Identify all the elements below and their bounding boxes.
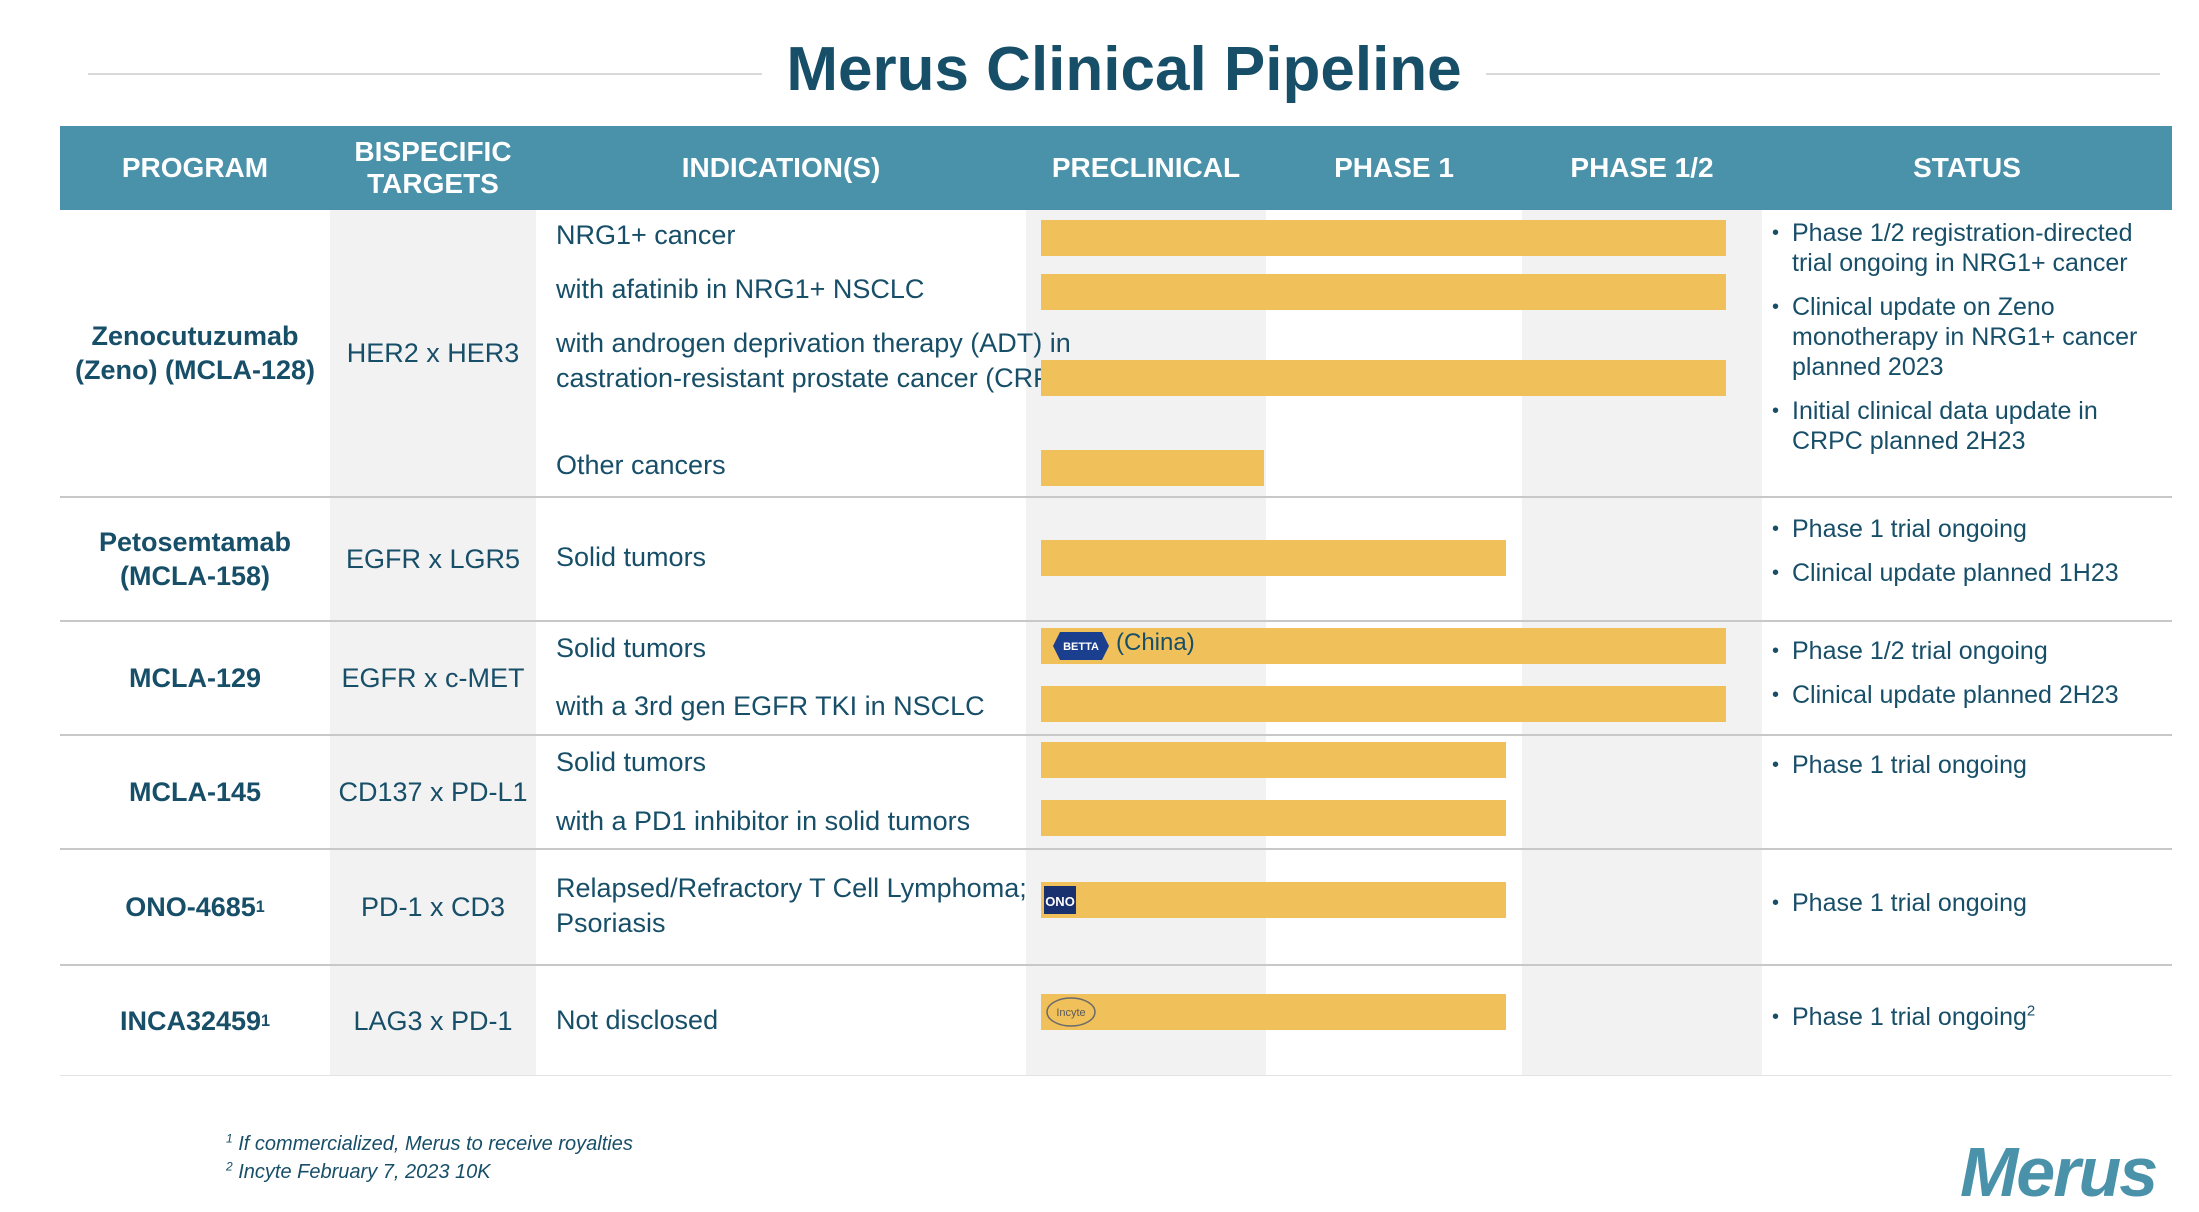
header-phase12: PHASE 1/2	[1570, 152, 1714, 183]
svg-text:ONO: ONO	[1045, 894, 1075, 909]
bar-zeno-afatinib	[1041, 274, 1726, 310]
program-zenocutuzumab: Zenocutuzumab (Zeno) (MCLA-128)	[75, 321, 315, 385]
merus-logo: Merus	[1960, 1133, 2158, 1211]
bar-mcla-129-combo	[1041, 686, 1726, 722]
row-divider	[60, 620, 2172, 622]
targets-mcla-129: EGFR x c-MET	[341, 662, 525, 693]
header-preclinical: PRECLINICAL	[1051, 152, 1241, 183]
program-inca32459: INCA32459 1	[119, 1006, 271, 1036]
indication-not-disclosed: Not disclosed	[556, 1005, 719, 1035]
footnote-2: 2 Incyte February 7, 2023 10K	[226, 1159, 491, 1183]
header-status: STATUS	[1913, 152, 2021, 183]
title-rule-left	[88, 73, 808, 75]
header-program: PROGRAM	[121, 152, 269, 183]
footnote-1: 1 If commercialized, Merus to receive ro…	[226, 1131, 633, 1155]
table-bottom-border	[60, 1075, 2172, 1076]
program-mcla-145: MCLA-145	[128, 777, 262, 807]
status-item: Phase 1 trial ongoing	[1772, 750, 2162, 780]
indication-afatinib-nsclc: with afatinib in NRG1+ NSCLC	[556, 274, 925, 304]
svg-text:BETTA: BETTA	[1063, 641, 1099, 653]
title-area: Merus Clinical Pipeline	[88, 28, 2160, 118]
table-header: PROGRAM BISPECIFIC TARGETS INDICATION(S)…	[60, 126, 2172, 210]
program-ono-4685: ONO-4685 1	[125, 892, 265, 922]
status-item: Phase 1 trial ongoing	[1772, 514, 2162, 544]
row-divider	[60, 848, 2172, 850]
svg-text:Incyte: Incyte	[1056, 1007, 1085, 1019]
indication-egfr-tki-nsclc: with a 3rd gen EGFR TKI in NSCLC	[556, 691, 985, 721]
bar-inca32459	[1041, 994, 1506, 1030]
status-ono-4685: Phase 1 trial ongoing	[1772, 888, 2162, 932]
status-mcla-145: Phase 1 trial ongoing	[1772, 750, 2162, 794]
status-item: Phase 1 trial ongoing2	[1772, 1002, 2162, 1032]
targets-column-shade	[330, 210, 536, 1076]
header-indications: INDICATION(S)	[681, 152, 881, 183]
targets-inca32459: LAG3 x PD-1	[353, 1005, 513, 1036]
indication-adt-crpc: with androgen deprivation therapy (ADT) …	[556, 328, 1080, 393]
targets-zenocutuzumab: HER2 x HER3	[346, 337, 520, 368]
bar-zeno-nrg1	[1041, 220, 1726, 256]
bar-zeno-other	[1041, 450, 1264, 486]
status-item: Clinical update on Zeno monotherapy in N…	[1772, 292, 2162, 382]
status-petosemtamab: Phase 1 trial ongoing Clinical update pl…	[1772, 514, 2162, 602]
header-targets: BISPECIFIC TARGETS	[354, 136, 512, 199]
footnotes: 1 If commercialized, Merus to receive ro…	[226, 1130, 633, 1186]
betta-logo: BETTA	[1052, 631, 1110, 661]
indication-solid-tumors: Solid tumors	[556, 633, 707, 663]
indication-other-cancers: Other cancers	[556, 450, 726, 480]
bar-zeno-adt	[1041, 360, 1726, 396]
indication-lymphoma-psoriasis: Relapsed/Refractory T Cell Lymphoma; Pso…	[556, 873, 1027, 938]
targets-ono-4685: PD-1 x CD3	[360, 891, 506, 922]
pipeline-table: PROGRAM BISPECIFIC TARGETS INDICATION(S)…	[60, 126, 2172, 1076]
row-divider	[60, 496, 2172, 498]
ono-logo: ONO	[1044, 886, 1076, 914]
status-item: Initial clinical data update in CRPC pla…	[1772, 396, 2162, 456]
header-phase1: PHASE 1	[1334, 152, 1454, 183]
bar-mcla-145-solid	[1041, 742, 1506, 778]
status-item: Phase 1/2 registration-directed trial on…	[1772, 218, 2162, 278]
incyte-logo: Incyte	[1045, 996, 1097, 1028]
program-mcla-129: MCLA-129	[128, 663, 262, 693]
bar-petosemtamab	[1041, 540, 1506, 576]
bar-ono-4685	[1041, 882, 1506, 918]
bar-mcla-129-solid	[1041, 628, 1726, 664]
page-title: Merus Clinical Pipeline	[88, 34, 2160, 105]
status-inca32459: Phase 1 trial ongoing2	[1772, 1002, 2162, 1046]
footnote-marker-2: 2	[2026, 1002, 2036, 1020]
indication-nrg1-cancer: NRG1+ cancer	[556, 220, 736, 250]
status-mcla-129: Phase 1/2 trial ongoing Clinical update …	[1772, 636, 2162, 724]
status-item: Clinical update planned 1H23	[1772, 558, 2162, 588]
status-zenocutuzumab: Phase 1/2 registration-directed trial on…	[1772, 218, 2162, 470]
indication-solid-tumors: Solid tumors	[556, 542, 707, 572]
row-divider	[60, 964, 2172, 966]
status-item: Clinical update planned 2H23	[1772, 680, 2162, 710]
status-item: Phase 1/2 trial ongoing	[1772, 636, 2162, 666]
title-rule-right	[1468, 73, 2160, 75]
partner-note-china: (China)	[1116, 629, 1195, 656]
targets-mcla-145: CD137 x PD-L1	[338, 776, 528, 807]
program-petosemtamab: Petosemtamab (MCLA-158)	[98, 527, 292, 591]
targets-petosemtamab: EGFR x LGR5	[345, 543, 521, 574]
row-divider	[60, 734, 2172, 736]
indication-solid-tumors: Solid tumors	[556, 747, 707, 777]
status-item: Phase 1 trial ongoing	[1772, 888, 2162, 918]
bar-mcla-145-combo	[1041, 800, 1506, 836]
indication-pd1-inhibitor: with a PD1 inhibitor in solid tumors	[556, 806, 971, 836]
